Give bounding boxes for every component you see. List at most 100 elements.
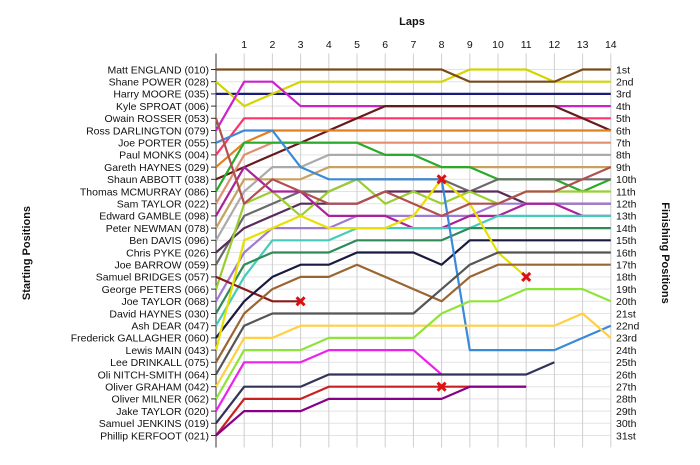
lap-tick-label: 14	[605, 39, 617, 51]
x-axis-title: Laps	[399, 16, 425, 28]
retirement-marker-stroke	[436, 174, 447, 185]
driver-series-line	[215, 361, 555, 424]
driver-series-line	[215, 312, 612, 388]
starting-position-label: Oliver MILNER (062)	[112, 394, 209, 406]
finishing-position-label: 17th	[616, 260, 637, 272]
driver-series-line	[215, 263, 611, 363]
starting-position-label: Frederick GALLAGHER (060)	[71, 333, 209, 345]
finishing-position-label: 14th	[616, 223, 637, 235]
finishing-position-label: 26th	[616, 369, 637, 381]
retirement-marker	[436, 381, 447, 392]
starting-position-label: Paul MONKS (004)	[119, 150, 209, 162]
finishing-position-label: 22nd	[616, 321, 640, 333]
finishing-position-label: 29th	[616, 406, 637, 418]
retirement-marker	[521, 271, 532, 282]
finishing-position-label: 6th	[616, 125, 631, 137]
starting-position-label: Joe TAYLOR (068)	[121, 296, 209, 308]
driver-series-line	[215, 117, 611, 156]
starting-position-label: David HAYNES (030)	[109, 308, 209, 320]
finishing-position-label: 23rd	[616, 333, 637, 345]
driver-series-line	[215, 251, 611, 376]
starting-position-label: Samuel BRIDGES (057)	[96, 272, 209, 284]
lap-tick-label: 11	[521, 39, 532, 51]
driver-series-line	[216, 68, 611, 83]
finishing-position-label: 8th	[616, 150, 631, 162]
finishing-position-label: 13th	[616, 211, 637, 223]
starting-position-label: Joe BARROW (059)	[114, 260, 209, 272]
retirement-marker-stroke	[295, 296, 306, 307]
driver-series-line	[214, 117, 612, 217]
driver-series-line	[215, 129, 611, 168]
retirement-marker-stroke	[521, 271, 532, 282]
finishing-position-label: 27th	[616, 382, 637, 394]
finishing-position-label: 4th	[616, 101, 631, 113]
driver-series-line	[214, 178, 527, 351]
starting-position-label: Samuel JENKINS (019)	[99, 418, 209, 430]
lap-tick-label: 5	[354, 39, 360, 51]
lap-tick-label: 7	[410, 39, 416, 51]
starting-position-label: Thomas MCMURRAY (086)	[80, 186, 209, 198]
lap-tick-labels: 1 2 3 4 5 6 7 8 9 10 11 12 13 14	[241, 39, 617, 51]
finishing-position-label: 21st	[616, 308, 636, 320]
lap-tick-label: 3	[298, 39, 304, 51]
driver-series-line	[215, 239, 611, 339]
starting-position-label: Ross DARLINGTON (079)	[86, 125, 209, 137]
starting-position-label: Shane POWER (028)	[109, 77, 209, 89]
starting-position-label: Jake TAYLOR (020)	[116, 406, 209, 418]
lap-tick-label: 2	[269, 39, 275, 51]
driver-series-line	[215, 214, 611, 327]
driver-series-line	[215, 227, 611, 315]
starting-position-label: Peter NEWMAN (078)	[106, 223, 209, 235]
finishing-position-label: 19th	[616, 284, 637, 296]
starting-position-label: Ash DEAR (047)	[131, 321, 209, 333]
starting-position-label: Sam TAYLOR (022)	[117, 199, 209, 211]
y-axis-title-left: Starting Positions	[21, 206, 33, 300]
finishing-position-label: 20th	[616, 296, 637, 308]
driver-series-line	[215, 129, 612, 352]
finishing-position-label: 18th	[616, 272, 637, 284]
starting-position-label: George PETERS (066)	[102, 284, 209, 296]
driver-series-line	[215, 349, 443, 412]
lap-tick-label: 6	[382, 39, 388, 51]
finishing-position-label: 25th	[616, 357, 637, 369]
driver-series-line	[215, 104, 612, 181]
finishing-position-label: 2nd	[616, 77, 634, 89]
starting-position-label: Ben DAVIS (096)	[129, 235, 209, 247]
starting-position-labels: Matt ENGLAND (010)Shane POWER (028)Harry…	[71, 64, 216, 442]
lap-tick-label: 13	[577, 39, 589, 51]
finishing-position-label: 15th	[616, 235, 637, 247]
starting-position-label: Joe PORTER (055)	[118, 138, 209, 150]
finishing-position-label: 12th	[616, 199, 637, 211]
starting-position-label: Matt ENGLAND (010)	[107, 64, 209, 76]
finishing-position-label: 16th	[616, 247, 637, 259]
driver-series-line	[215, 385, 527, 437]
finishing-position-label: 24th	[616, 345, 637, 357]
finishing-position-label: 9th	[616, 162, 631, 174]
finishing-position-label: 5th	[616, 113, 631, 125]
starting-position-label: Harry MOORE (035)	[113, 89, 209, 101]
finishing-position-label: 7th	[616, 138, 631, 150]
finishing-position-label: 28th	[616, 394, 637, 406]
finishing-position-label: 31st	[616, 430, 636, 442]
y-axis-title-right: Finishing Positions	[659, 202, 671, 303]
driver-series-line	[215, 288, 612, 400]
starting-position-label: Oli NITCH-SMITH (064)	[98, 369, 209, 381]
starting-position-label: Chris PYKE (026)	[126, 247, 209, 259]
retirement-markers	[295, 174, 532, 392]
starting-position-label: Lewis MAIN (043)	[126, 345, 209, 357]
starting-position-label: Oliver GRAHAM (042)	[105, 382, 209, 394]
retirement-marker	[436, 174, 447, 185]
finishing-position-label: 10th	[616, 174, 637, 186]
retirement-marker	[295, 296, 306, 307]
starting-position-label: Edward GAMBLE (098)	[99, 211, 209, 223]
lap-tick-label: 1	[241, 39, 247, 51]
retirement-marker-stroke	[436, 381, 447, 392]
starting-position-label: Owain ROSSER (053)	[105, 113, 209, 125]
finishing-position-labels: 1st2nd3rd4th5th6th7th8th9th10th11th12th1…	[616, 64, 640, 442]
series-lines	[214, 68, 612, 437]
finishing-position-label: 30th	[616, 418, 637, 430]
driver-series-line	[215, 166, 611, 229]
lap-tick-label: 8	[439, 39, 445, 51]
